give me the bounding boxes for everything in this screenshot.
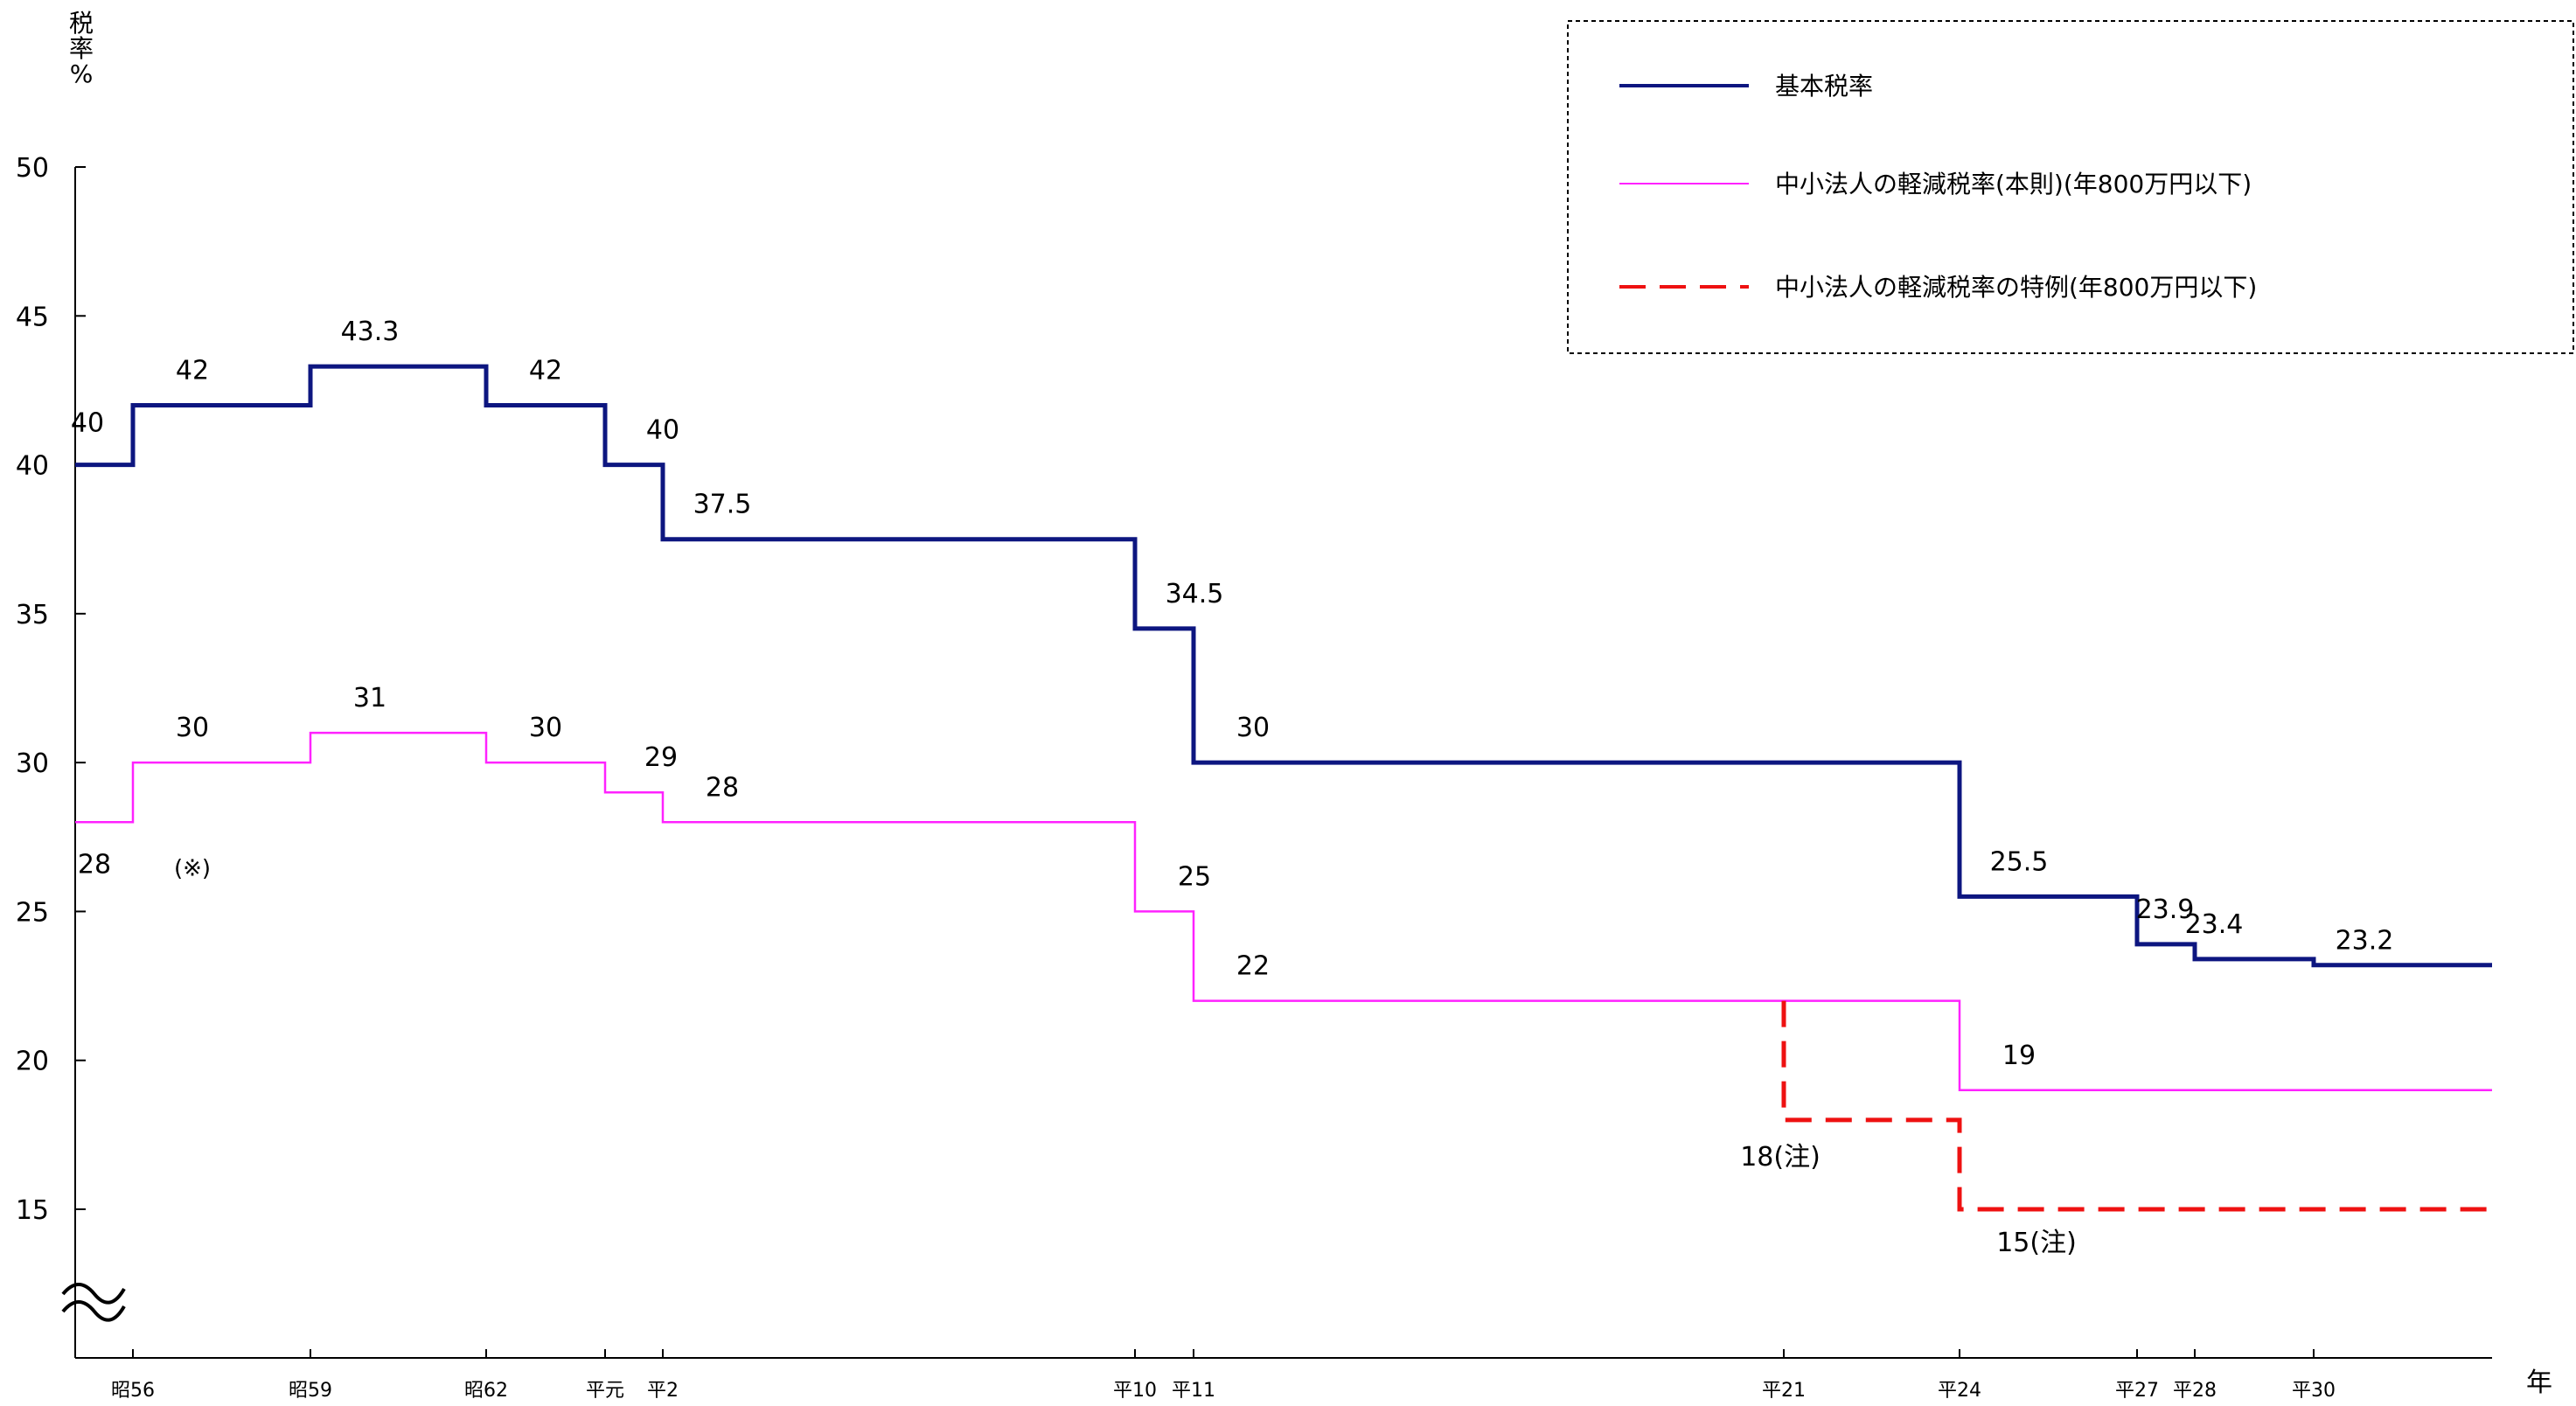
data-label: 28 xyxy=(78,849,111,880)
axis-break-wave xyxy=(61,1283,126,1305)
x-tick-label: 昭62 xyxy=(464,1380,508,1402)
data-label: 40 xyxy=(646,415,679,446)
x-tick-label: 平11 xyxy=(1172,1380,1215,1402)
series-line-1 xyxy=(75,364,2492,968)
x-tick-label: 平28 xyxy=(2173,1380,2217,1402)
data-label: 30 xyxy=(1236,713,1270,743)
data-label: 43.3 xyxy=(341,317,400,347)
data-label: 42 xyxy=(176,355,209,386)
data-label: 40 xyxy=(71,408,104,439)
data-label: 22 xyxy=(1236,951,1270,982)
legend-box xyxy=(1567,20,2574,354)
x-tick-label: 平27 xyxy=(2115,1380,2159,1402)
data-label: 23.9 xyxy=(2136,894,2195,925)
legend-label-1: 基本税率 xyxy=(1775,72,1873,101)
y-axis-title-char: % xyxy=(70,59,94,88)
data-label: 29 xyxy=(644,742,678,773)
data-label: 23.4 xyxy=(2185,909,2244,940)
data-label: 30 xyxy=(529,713,562,743)
y-axis-title-char: 税 xyxy=(69,9,94,38)
y-axis-title-char: 率 xyxy=(69,34,94,63)
axis-break-icon xyxy=(61,1283,126,1322)
y-tick-label: 30 xyxy=(16,748,49,779)
series-layer xyxy=(75,364,2492,1212)
y-tick-label: 35 xyxy=(16,600,49,630)
y-tick-label: 25 xyxy=(16,897,49,928)
data-label: 25 xyxy=(1178,861,1211,892)
axis-break-wave xyxy=(61,1300,126,1322)
y-tick-label: 45 xyxy=(16,302,49,332)
x-axis-title: 年 xyxy=(2526,1368,2552,1398)
data-label: 25.5 xyxy=(1990,846,2049,877)
x-tick-label: 平2 xyxy=(647,1380,679,1402)
labels-layer: 40 42 43.3 42 40 37.5 34.5 30 25.5 23.923.4 23.2 28… xyxy=(71,317,2393,1258)
y-tick-label: 15 xyxy=(16,1195,49,1226)
legend-label-3: 中小法人の軽減税率の特例(年800万円以下) xyxy=(1775,273,2257,302)
x-tick-label: 平24 xyxy=(1938,1380,1981,1402)
x-tick-label: 平元 xyxy=(586,1380,624,1402)
y-tick-label: 50 xyxy=(16,153,49,184)
data-label: 34.5 xyxy=(1166,579,1224,609)
data-label: 28 xyxy=(706,772,739,803)
x-tick-label: 平10 xyxy=(1113,1380,1157,1402)
x-tick-label: 平30 xyxy=(2292,1380,2336,1402)
data-label: 37.5 xyxy=(693,490,752,520)
data-label: 31 xyxy=(353,683,386,713)
series-line-2 xyxy=(75,731,2492,1092)
data-label: 42 xyxy=(529,355,562,386)
data-label: 30 xyxy=(176,713,209,743)
x-tick-label: 昭56 xyxy=(111,1380,155,1402)
annotation-note: (※) xyxy=(174,856,211,882)
legend-label-2: 中小法人の軽減税率(本則)(年800万円以下) xyxy=(1775,170,2252,198)
data-label: 18(注) xyxy=(1740,1142,1821,1173)
data-label: 23.2 xyxy=(2336,926,2394,957)
x-tick-label: 平21 xyxy=(1762,1380,1806,1402)
data-label: 19 xyxy=(2002,1041,2036,1071)
x-tick-label: 昭59 xyxy=(289,1380,332,1402)
y-tick-label: 40 xyxy=(16,451,49,482)
y-tick-label: 20 xyxy=(16,1047,49,1077)
axes-layer: 15 20 25 30 35 40 45 50 税率% 昭56 昭59 昭62 平元 平2 平10 平11 平2… xyxy=(16,9,2552,1402)
data-label: 15(注) xyxy=(1996,1228,2077,1258)
series-line-3 xyxy=(1781,1000,2492,1212)
